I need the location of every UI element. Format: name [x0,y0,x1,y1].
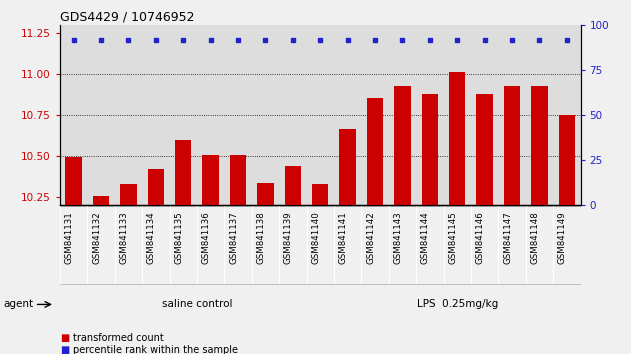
Bar [66,157,82,205]
Text: LPS  0.25mg/kg: LPS 0.25mg/kg [416,299,498,309]
Text: GSM841134: GSM841134 [147,212,156,264]
Bar [257,183,274,205]
Bar [312,184,329,205]
Text: GSM841139: GSM841139 [284,212,293,264]
Bar [558,115,575,205]
Text: GSM841145: GSM841145 [448,212,457,264]
Text: ■: ■ [60,333,69,343]
Text: GSM841136: GSM841136 [202,212,211,264]
Text: GSM841138: GSM841138 [256,212,266,264]
Bar [531,86,548,205]
Text: GSM841142: GSM841142 [366,212,375,264]
Text: GSM841149: GSM841149 [558,212,567,264]
Text: GSM841137: GSM841137 [229,212,238,264]
Text: GSM841143: GSM841143 [394,212,403,264]
Text: transformed count: transformed count [73,333,163,343]
Text: GSM841133: GSM841133 [119,212,129,264]
Text: GSM841141: GSM841141 [339,212,348,264]
Bar [175,141,191,205]
Text: agent: agent [3,299,33,309]
Text: ■: ■ [60,346,69,354]
Text: percentile rank within the sample: percentile rank within the sample [73,346,237,354]
Bar [367,98,383,205]
Bar [394,86,411,205]
Text: GSM841131: GSM841131 [64,212,74,264]
Text: saline control: saline control [162,299,232,309]
Text: GSM841148: GSM841148 [531,212,540,264]
Bar [93,196,109,205]
Bar [422,94,438,205]
Bar [449,72,466,205]
Text: GSM841144: GSM841144 [421,212,430,264]
Bar [148,169,164,205]
Text: GDS4429 / 10746952: GDS4429 / 10746952 [60,10,194,23]
Text: GSM841140: GSM841140 [311,212,320,264]
Text: GSM841135: GSM841135 [174,212,183,264]
Bar [504,86,520,205]
Text: GSM841146: GSM841146 [476,212,485,264]
Bar [203,155,219,205]
Bar [339,129,356,205]
Bar [230,155,246,205]
Text: GSM841147: GSM841147 [503,212,512,264]
Bar [121,184,137,205]
Bar [476,94,493,205]
Bar [285,166,301,205]
Text: GSM841132: GSM841132 [92,212,101,264]
